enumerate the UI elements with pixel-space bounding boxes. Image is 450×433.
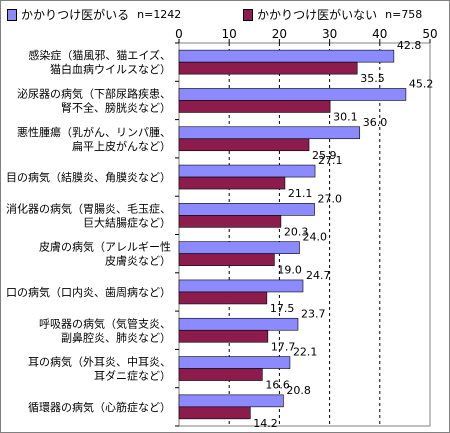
bar <box>178 317 299 331</box>
data-label: 19.0 <box>277 264 302 277</box>
category-label: 巨大結腸症など） <box>83 215 171 229</box>
data-label: 17.5 <box>270 302 295 315</box>
x-tick-label: 10 <box>222 27 237 41</box>
bar <box>178 88 407 101</box>
bar <box>178 356 291 369</box>
bar <box>178 406 251 420</box>
bar <box>178 138 310 152</box>
category-label: 皮膚の病気（アレルギー性 <box>39 240 171 254</box>
legend-item-with-vet: かかりつけ医がいる n=1242 <box>7 6 181 23</box>
bar <box>178 368 263 381</box>
category-label: 口の病気（口内炎、歯周病など） <box>6 285 171 299</box>
data-label: 45.2 <box>409 77 434 90</box>
category-label: 皮膚炎など） <box>105 254 171 268</box>
category-label: 循環器の病気（心筋症など） <box>28 400 171 414</box>
bar <box>178 49 395 63</box>
x-tick-label: 30 <box>322 27 337 41</box>
legend-swatch-with-vet <box>7 8 17 21</box>
data-label: 35.5 <box>360 72 385 85</box>
bar <box>178 203 315 216</box>
legend-n-with-vet: n=1242 <box>137 8 182 21</box>
legend-label-with-vet: かかりつけ医がいる <box>21 8 130 22</box>
data-label: 21.1 <box>288 187 313 200</box>
bar <box>178 329 269 343</box>
category-label: 感染症（猫風邪、猫エイズ、 <box>28 48 171 62</box>
category-label: 泌尿器の病気（下部尿路疾患、 <box>17 86 171 100</box>
x-tick-label: 0 <box>175 27 183 41</box>
data-label: 23.7 <box>301 307 326 320</box>
x-tick-label: 50 <box>422 27 437 41</box>
data-label: 20.3 <box>284 225 309 238</box>
data-label: 27.1 <box>318 154 343 167</box>
category-label: 目の病気（結膜炎、角膜炎など） <box>6 170 171 184</box>
category-label: 呼吸器の病気（気管支炎、 <box>39 316 171 330</box>
data-label: 30.1 <box>333 110 358 123</box>
legend-item-without-vet: かかりつけ医がいない n=758 <box>243 6 422 23</box>
data-label: 22.1 <box>293 346 318 359</box>
bar <box>178 253 275 266</box>
category-label: 消化器の病気（胃腸炎、毛玉症、 <box>6 201 171 215</box>
bar <box>178 241 300 254</box>
x-tick-label: 40 <box>372 27 387 41</box>
data-label: 14.2 <box>253 417 278 430</box>
category-label: 扁平上皮がんなど） <box>72 139 171 153</box>
bar <box>178 291 268 305</box>
data-label: 27.0 <box>318 192 343 205</box>
data-label: 16.6 <box>265 379 290 392</box>
data-label: 24.7 <box>306 269 331 282</box>
category-label: 猫白血病ウイルスなど） <box>50 62 171 76</box>
data-label: 42.8 <box>397 39 422 52</box>
category-label: 副鼻腔炎、肺炎など） <box>61 330 171 344</box>
data-label: 25.9 <box>312 149 337 162</box>
bar <box>178 100 331 113</box>
bar <box>178 394 284 408</box>
legend-n-without-vet: n=758 <box>385 8 423 21</box>
bar <box>178 164 316 178</box>
legend: かかりつけ医がいる n=1242 かかりつけ医がいない n=758 <box>1 1 449 25</box>
legend-label-without-vet: かかりつけ医がいない <box>257 8 378 22</box>
bar <box>178 176 286 190</box>
category-label: 悪性腫瘍（乳がん、リンパ腫、 <box>17 125 171 139</box>
bar <box>178 126 361 140</box>
data-label: 20.8 <box>286 384 311 397</box>
data-label: 36.0 <box>363 116 388 129</box>
category-label: 腎不全、膀胱炎など） <box>61 100 171 114</box>
x-tick-label: 20 <box>272 27 287 41</box>
bar <box>178 61 358 75</box>
legend-swatch-without-vet <box>243 8 253 21</box>
bar <box>178 279 304 293</box>
category-label: 耳ダニ症など） <box>94 369 171 383</box>
data-label: 24.0 <box>302 231 327 244</box>
category-label: 耳の病気（外耳炎、中耳炎、 <box>28 355 171 369</box>
data-label: 17.7 <box>271 340 296 353</box>
bar <box>178 215 282 228</box>
